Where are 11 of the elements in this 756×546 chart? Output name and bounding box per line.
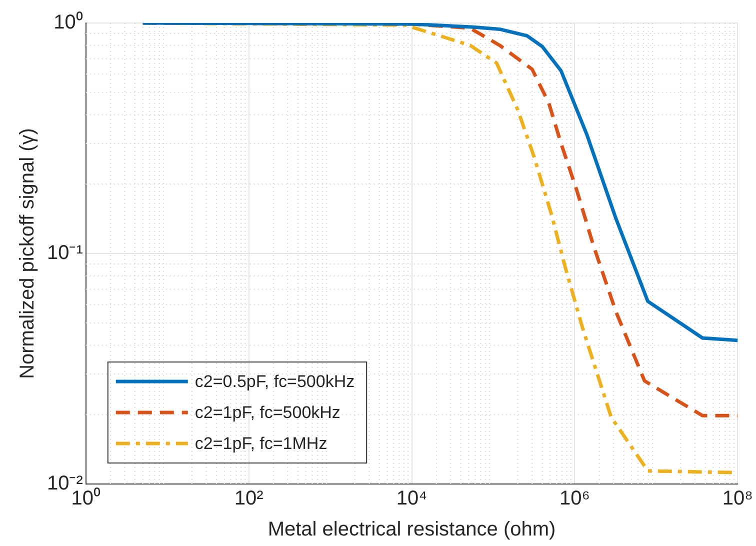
legend-label: c2=0.5pF, fc=500kHz bbox=[194, 372, 355, 392]
legend-label: c2=1pF, fc=1MHz bbox=[194, 434, 328, 454]
x-axis-title: Metal electrical resistance (ohm) bbox=[268, 518, 556, 541]
y-axis-title: Normalized pickoff signal (γ) bbox=[16, 128, 39, 379]
x-tick-label: 10⁸ bbox=[722, 488, 753, 510]
y-tick-label: 10⁰ bbox=[54, 10, 83, 34]
legend-label: c2=1pF, fc=500kHz bbox=[194, 403, 340, 422]
x-tick-label: 10⁶ bbox=[559, 488, 590, 510]
x-tick-label: 10⁴ bbox=[396, 488, 428, 510]
y-tick-label: 10⁻¹ bbox=[47, 242, 84, 264]
x-tick-label: 10² bbox=[234, 488, 264, 510]
